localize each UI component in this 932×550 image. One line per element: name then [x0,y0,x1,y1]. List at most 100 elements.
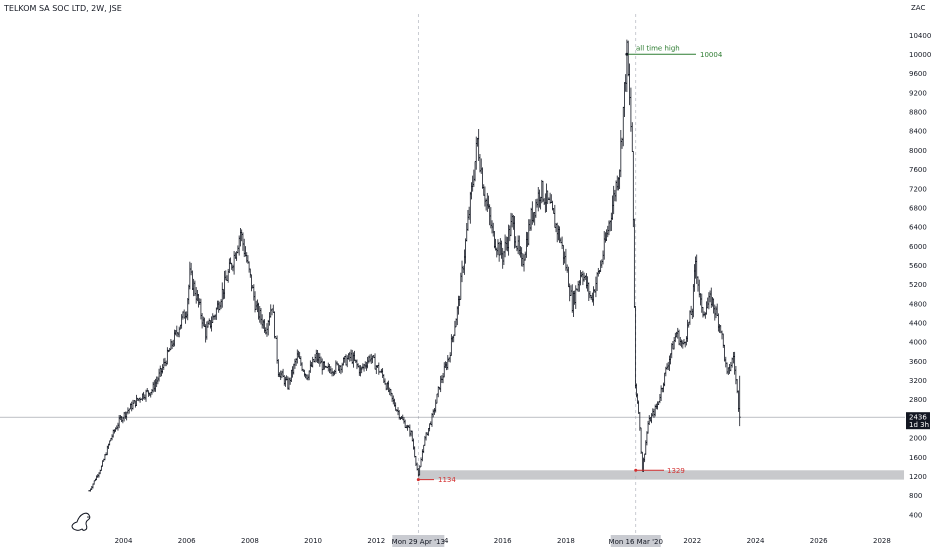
ohlc-bar [733,351,736,375]
ohlc-bar [628,63,631,106]
ath-value: 10004 [700,51,723,59]
ohlc-bar [639,427,643,455]
support-zone [418,470,905,480]
ohlc-bar [560,236,564,250]
ohlc-bar [695,254,698,284]
y-tick-label: 3600 [909,358,927,366]
y-tick-label: 5200 [909,281,927,289]
low1-value: 1134 [438,476,456,484]
ohlc-bar [732,351,735,364]
x-axis[interactable]: 2004200620082010201220142016201820202022… [115,537,891,545]
annotations: all time high 10004 1134 1329 [416,44,723,484]
ohlc-bar [241,232,245,251]
y-tick-label: 6400 [909,224,927,232]
ohlc-bar [124,411,127,419]
ohlc-bar [328,363,331,374]
currency-label: ZAC [911,4,926,12]
ohlc-bar [240,229,243,242]
y-tick-label: 9600 [909,70,927,78]
ath-label: all time high [636,44,680,52]
ohlc-bar [344,354,348,366]
y-tick-label: 2000 [909,435,927,443]
ohlc-bar [413,446,416,458]
y-tick-label: 8800 [909,109,927,117]
y-tick-label: 9200 [909,89,927,97]
ohlc-bar [180,314,183,329]
ohlc-bar [637,400,640,414]
ohlc-bar [677,329,681,346]
ohlc-bar [437,386,440,398]
ohlc-bar [565,264,569,273]
low1-dot [416,478,420,482]
ohlc-bar [373,353,377,370]
ohlc-bar [125,411,128,421]
current-price-label: 2436 1d 3h [906,412,930,430]
ohlc-bar [267,319,270,336]
ohlc-bar [676,327,679,339]
ohlc-bar [720,330,724,340]
x-tick-label: 2012 [367,537,385,545]
ohlc-bar [433,408,436,415]
y-tick-label: 400 [909,511,922,519]
x-tick-label: 2010 [304,537,322,545]
date-label-box-1 [392,535,445,547]
y-tick-label: 8000 [909,147,927,155]
ohlc-bar [184,311,187,324]
low2-dot [634,468,638,472]
ohlc-bar [269,304,272,318]
current-price-value: 2436 [909,414,927,422]
ohlc-bar [121,416,125,424]
support-zone-layer [418,470,905,480]
ohlc-bar [419,457,423,468]
ohlc-bar [562,244,565,265]
y-tick-label: 5600 [909,262,927,270]
y-tick-label: 1600 [909,454,927,462]
ohlc-bar [122,411,126,422]
ohlc-bar [371,355,374,364]
x-tick-label: 2022 [683,537,701,545]
ohlc-bar [265,323,269,337]
ohlc-bar [272,304,275,313]
ohlc-bar [737,390,740,412]
ohlc-bar [631,122,634,152]
ohlc-bar [332,371,335,377]
ohlc-bar [435,393,439,404]
ohlc-bar [696,276,700,292]
ohlc-bar [348,351,351,362]
ohlc-bar [734,365,738,385]
ohlc-bar [729,361,733,372]
ohlc-bar [273,311,276,339]
ohlc-bar [422,444,425,454]
y-axis[interactable]: 4008001200160020002400280032003600400044… [909,32,931,520]
ohlc-bar [268,312,271,326]
ohlc-bar [477,128,480,161]
ohlc-bar [130,401,133,412]
price-bars [88,39,741,492]
ohlc-bar [333,369,336,376]
x-tick-label: 2008 [241,537,259,545]
y-tick-label: 1200 [909,473,927,481]
chart-title: TELKOM SA SOC LTD, 2W, JSE [4,4,122,13]
x-tick-label: 2016 [494,537,512,545]
ohlc-bar [634,305,637,389]
dino-logo-icon[interactable] [71,512,91,531]
x-tick-label: 2006 [178,537,196,545]
ohlc-bar [481,167,484,189]
ohlc-bar [343,356,346,363]
x-tick-label: 2026 [810,537,828,545]
date-label-2: Mon 16 Mar '20 [609,538,663,546]
ohlc-bar [335,361,339,366]
ohlc-bar [480,158,483,174]
ohlc-bar [563,251,566,264]
ohlc-bar [334,360,338,374]
x-tick-label: 2004 [115,537,133,545]
ohlc-bar [192,278,195,297]
ohlc-bar [236,245,240,254]
y-tick-label: 4800 [909,300,927,308]
y-tick-label: 4400 [909,320,927,328]
ohlc-bar [627,40,630,77]
ohlc-bar [478,153,482,173]
ohlc-bar [181,311,185,320]
ohlc-bar [739,375,741,427]
